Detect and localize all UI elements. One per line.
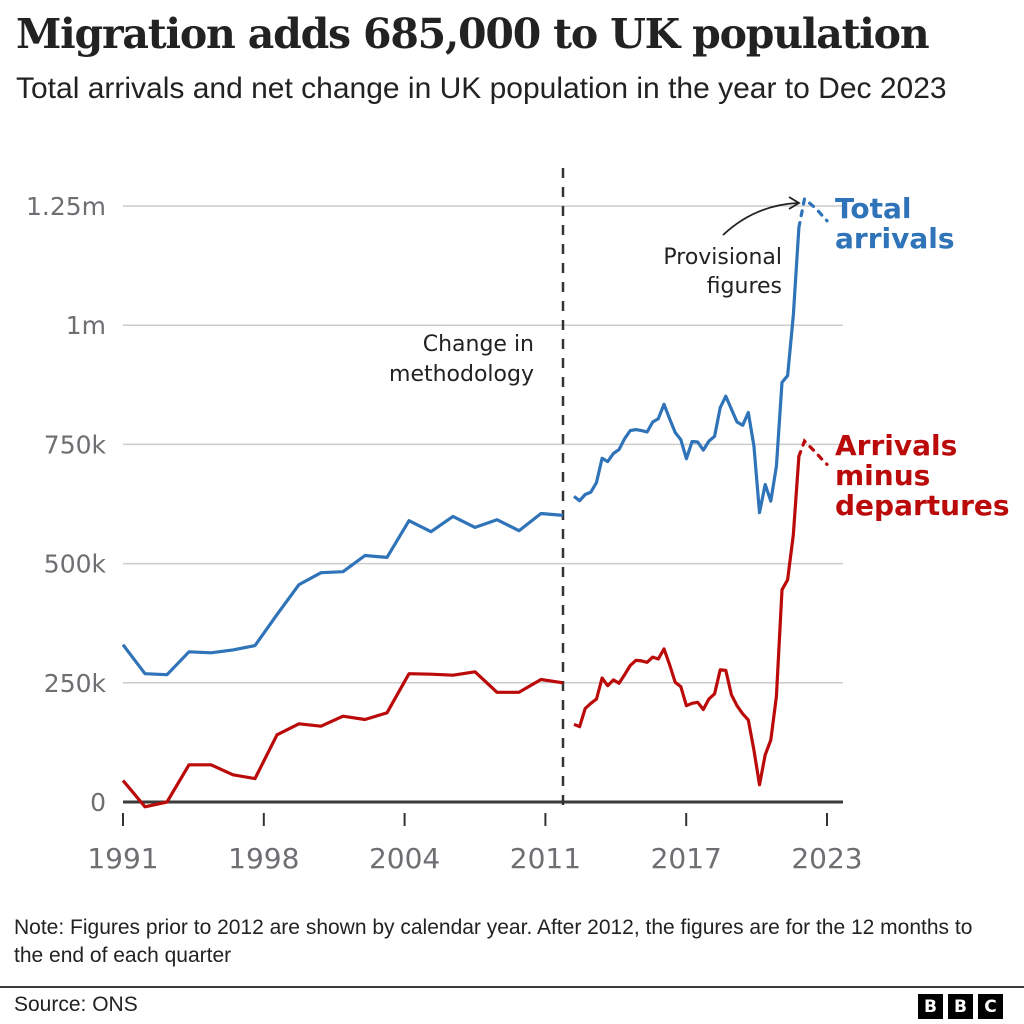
provisional-arrow — [722, 202, 799, 236]
bbc-logo-letter: C — [978, 994, 1003, 1019]
total-series-label: Total — [835, 192, 912, 225]
x-tick-label: 1998 — [228, 842, 299, 875]
chart-title: Migration adds 685,000 to UK population — [16, 10, 930, 58]
source-text: Source: ONS — [14, 993, 138, 1016]
methodology-annotation: methodology — [389, 362, 534, 387]
provisional-arrowhead-icon — [788, 196, 801, 210]
x-tick-label: 2011 — [510, 842, 581, 875]
net-series-label: departures — [835, 489, 1010, 522]
gridlines — [123, 205, 843, 684]
y-axis-labels: 0 250k 500k 750k 1m 1.25m — [26, 192, 107, 817]
x-tick-label: 2004 — [369, 842, 440, 875]
total-quarterly-line — [573, 227, 801, 515]
provisional-annotation: figures — [707, 274, 782, 299]
methodology-annotation: Change in — [423, 332, 534, 357]
x-axis: 1991 1998 2004 2011 2017 2023 — [87, 800, 863, 875]
x-tick-label: 2017 — [651, 842, 722, 875]
footnote: Note: Figures prior to 2012 are shown by… — [14, 916, 973, 967]
x-tick-label: 2023 — [791, 842, 862, 875]
bbc-logo-letter: B — [918, 994, 943, 1019]
footer-divider — [0, 986, 1024, 988]
total-series-label: arrivals — [835, 222, 955, 255]
bbc-logo: B B C — [918, 994, 1003, 1019]
net-annual-line — [121, 670, 564, 809]
x-tick-label: 1991 — [87, 842, 158, 875]
total-provisional-line — [797, 195, 829, 230]
y-tick-label: 1m — [66, 311, 106, 340]
y-tick-label: 250k — [44, 669, 107, 698]
y-tick-label: 750k — [44, 430, 107, 459]
y-tick-label: 0 — [90, 788, 106, 817]
y-tick-label: 500k — [44, 550, 107, 579]
net-quarterly-line — [573, 456, 801, 787]
chart-subtitle: Total arrivals and net change in UK popu… — [16, 72, 947, 105]
series-lines — [121, 195, 829, 809]
annotations: Change in methodology Provisional figures — [389, 168, 801, 814]
provisional-annotation: Provisional — [663, 245, 782, 270]
net-series-label: Arrivals — [835, 429, 957, 462]
bbc-logo-letter: B — [948, 994, 973, 1019]
net-provisional-line — [797, 438, 829, 466]
y-tick-label: 1.25m — [26, 192, 106, 221]
total-annual-line — [121, 511, 564, 677]
net-series-label: minus — [835, 459, 930, 492]
